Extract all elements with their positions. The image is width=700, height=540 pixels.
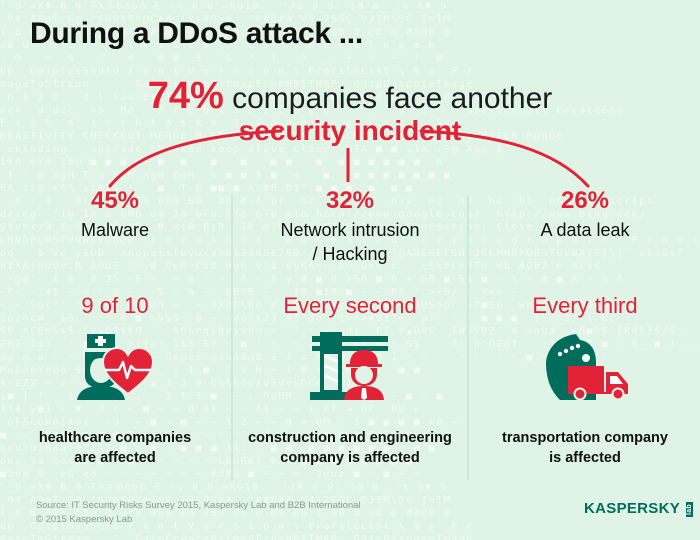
description: transportation company is affected [470,428,700,468]
headline-text: companies face another [223,82,553,115]
ship-truck-icon [538,332,632,405]
stat-label: A data leak [540,220,630,240]
stat-label: Malware [80,220,150,240]
stat-percent: 32% [325,187,375,214]
description: healthcare companies are affected [0,428,230,468]
column-divider-left [231,195,233,480]
crane-worker-icon [310,332,390,405]
frequency-text: Every third [532,293,638,318]
description-line2: is affected [549,450,621,466]
frequency-text: 9 of 10 [81,293,149,318]
footer: Source: IT Security Risks Survey 2015, K… [36,499,361,527]
column-network-intrusion: 32% Network intrusion / Hacking Every se… [235,186,465,466]
column-malware: 45% Malware 9 of 10 healthcare companies… [0,186,230,466]
description-line2: are affected [74,450,156,466]
logo-name: KASPERSKY [584,500,681,517]
frequency-text: Every second [283,293,417,318]
column-divider-right [467,195,469,480]
description-line1: healthcare companies [38,430,192,446]
stat-label-line2: / Hacking [312,244,388,264]
source-text: Source: IT Security Risks Survey 2015, K… [36,500,361,511]
connector-arcs [108,129,590,188]
column-data-leak: 26% A data leak Every third transportati… [470,186,700,466]
headline: 74% companies face another [0,75,700,118]
logo-suffix: lab [686,501,694,517]
description-line2: company is affected [280,450,420,466]
kaspersky-logo: KASPERSKY lab [584,500,697,517]
stat-percent: 26% [560,187,610,214]
copyright-text: © 2015 Kaspersky Lab [36,514,133,525]
nurse-heart-icon [75,332,155,405]
description: construction and engineering company is … [235,428,465,468]
stat-label-line1: Network intrusion [280,220,420,240]
page-title: During a DDoS attack ... [30,17,363,50]
description-line1: construction and engineering [248,430,452,446]
headline-percent: 74% [147,75,224,117]
stat-percent: 45% [90,187,140,214]
stat-label: Network intrusion / Hacking [235,218,465,266]
description-line1: transportation company [502,430,668,446]
